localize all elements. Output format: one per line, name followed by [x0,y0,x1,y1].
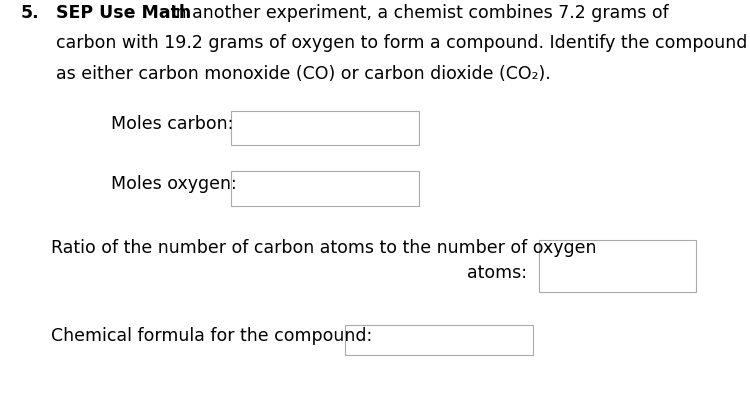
FancyBboxPatch shape [538,240,696,292]
FancyBboxPatch shape [345,325,532,355]
Text: atoms:: atoms: [466,264,526,282]
Text: Ratio of the number of carbon atoms to the number of oxygen: Ratio of the number of carbon atoms to t… [51,239,596,257]
Text: Moles carbon:: Moles carbon: [111,115,233,133]
Text: In another experiment, a chemist combines 7.2 grams of: In another experiment, a chemist combine… [165,4,669,22]
Text: as either carbon monoxide (CO) or carbon dioxide (CO₂).: as either carbon monoxide (CO) or carbon… [56,64,551,83]
Text: Chemical formula for the compound:: Chemical formula for the compound: [51,326,372,345]
FancyBboxPatch shape [231,171,418,206]
Text: Moles oxygen:: Moles oxygen: [111,175,237,193]
FancyBboxPatch shape [231,111,418,145]
Text: SEP Use Math: SEP Use Math [56,4,191,22]
Text: carbon with 19.2 grams of oxygen to form a compound. Identify the compound: carbon with 19.2 grams of oxygen to form… [56,34,748,52]
Text: 5.: 5. [21,4,40,22]
